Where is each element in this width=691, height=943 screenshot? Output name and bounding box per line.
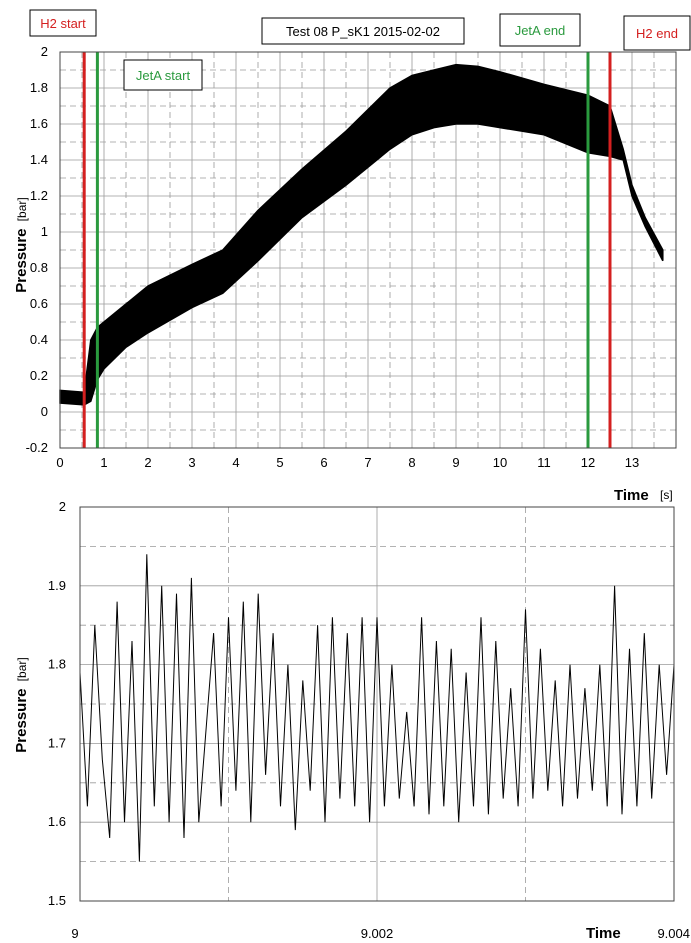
bottom-y-tick-label: 1.9	[48, 578, 66, 593]
top-y-tick-label: 0.4	[30, 332, 48, 347]
bottom-y-axis-label: Pressure	[13, 688, 30, 752]
bottom-x-axis-label: Time	[586, 925, 621, 942]
top-y-tick-label: 0	[41, 404, 48, 419]
bottom-y-tick-label: 1.5	[48, 893, 66, 908]
top-x-axis-unit: [s]	[660, 488, 673, 502]
top-x-tick-label: 12	[581, 455, 595, 470]
top-x-tick-label: 7	[364, 455, 371, 470]
top-y-tick-label: 0.2	[30, 368, 48, 383]
bottom-x-tick-labels: 9 9.002 9.004	[71, 926, 690, 941]
top-y-tick-label: 2	[41, 44, 48, 59]
bottom-chart: 1.5 1.6 1.7 1.8 1.9 2 9 9.002 9.004 Pressure [b…	[13, 499, 690, 942]
top-x-tick-label: 8	[408, 455, 415, 470]
top-y-tick-label: 1.8	[30, 80, 48, 95]
top-y-axis-unit: [bar]	[15, 197, 29, 221]
top-y-tick-label: 1.2	[30, 188, 48, 203]
marker-box	[623, 15, 691, 51]
marker-label: H2 end	[636, 26, 678, 41]
bottom-y-tick-label: 1.8	[48, 657, 66, 672]
top-y-axis-label: Pressure	[13, 228, 30, 292]
top-x-axis-label: Time	[614, 487, 649, 504]
bottom-y-tick-label: 2	[59, 499, 66, 514]
bottom-ylabel-group: Pressure [bar]	[13, 657, 30, 752]
top-chart-title: Test 08 P_sK1 2015-02-02	[286, 24, 440, 39]
bottom-x-tick-label: 9.004	[657, 926, 690, 941]
top-y-tick-label: 1.6	[30, 116, 48, 131]
top-y-tick-label: 1.4	[30, 152, 48, 167]
top-pressure-series	[59, 63, 664, 406]
bottom-y-tick-labels: 1.5 1.6 1.7 1.8 1.9 2	[48, 499, 66, 908]
top-y-tick-label: 0.8	[30, 260, 48, 275]
marker-box	[29, 9, 97, 37]
bottom-y-tick-label: 1.7	[48, 735, 66, 750]
marker-label: JetA end	[515, 23, 566, 38]
bottom-pressure-series	[79, 554, 675, 862]
marker-box	[123, 59, 203, 91]
top-x-tick-label: 10	[493, 455, 507, 470]
top-x-tick-labels: 0 1 2 3 4 5 6 7 8 9 10 11 12 13	[56, 455, 639, 470]
top-x-tick-label: 4	[232, 455, 239, 470]
top-x-tick-label: 3	[188, 455, 195, 470]
bottom-y-axis-unit: [bar]	[15, 657, 29, 681]
top-plot-frame	[59, 51, 677, 449]
bottom-y-tick-label: 1.6	[48, 814, 66, 829]
bottom-x-tick-label: 9.002	[361, 926, 394, 941]
top-x-tick-label: 1	[100, 455, 107, 470]
top-y-tick-labels: -0.2 0 0.2 0.4 0.6 0.8 1 1.2 1.4 1.6 1.8 2	[26, 44, 48, 455]
top-x-tick-label: 13	[625, 455, 639, 470]
marker-box	[499, 13, 581, 47]
top-x-tick-label: 5	[276, 455, 283, 470]
top-ylabel-group: Pressure [bar]	[13, 197, 30, 292]
top-y-tick-label: 1	[41, 224, 48, 239]
top-annotations: H2 start JetA start JetA end H2 end	[29, 9, 691, 448]
bottom-x-tick-label: 9	[71, 926, 78, 941]
top-x-tick-label: 9	[452, 455, 459, 470]
marker-label: JetA start	[136, 68, 191, 83]
top-chart: H2 start JetA start JetA end H2 end -0.2 0 0.…	[13, 9, 691, 504]
top-x-tick-label: 11	[537, 455, 551, 470]
top-x-tick-label: 0	[56, 455, 63, 470]
top-title-box: Test 08 P_sK1 2015-02-02	[261, 17, 465, 45]
bottom-plot-frame	[79, 506, 675, 902]
top-x-tick-label: 2	[144, 455, 151, 470]
top-x-tick-label: 6	[320, 455, 327, 470]
top-y-tick-label: -0.2	[26, 440, 48, 455]
marker-label: H2 start	[40, 16, 86, 31]
top-y-tick-label: 0.6	[30, 296, 48, 311]
